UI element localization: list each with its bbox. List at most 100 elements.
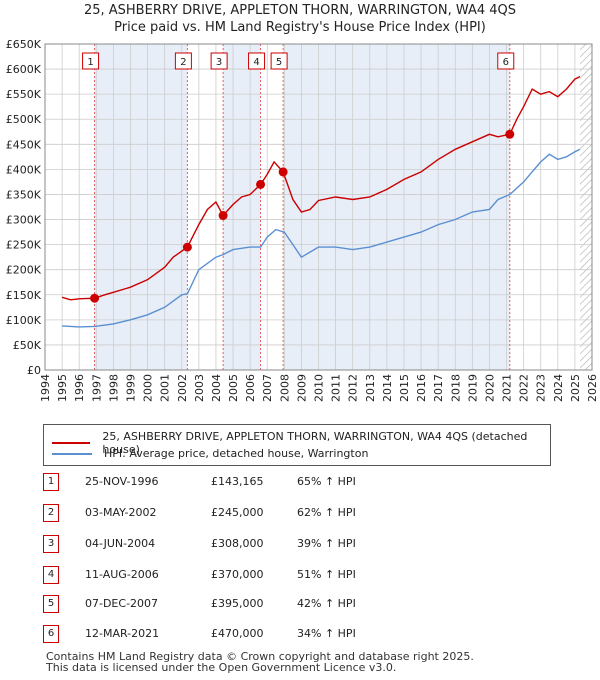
y-tick-label: £550K [6,88,42,101]
sale-date: 04-JUN-2004 [85,537,156,550]
y-tick-label: £0 [27,364,41,377]
sale-date: 25-NOV-1996 [85,475,159,488]
sale-marker-label: 3 [216,57,222,68]
x-tick-label: 2007 [261,374,274,402]
x-tick-label: 2017 [432,374,445,402]
sale-hpi-change: 62% ↑ HPI [297,506,356,519]
y-tick-label: £400K [6,163,42,176]
x-tick-label: 2011 [330,374,343,402]
x-tick-label: 2015 [398,374,411,402]
sale-number-badge: 1 [43,473,59,491]
legend-swatch-hpi [52,452,92,455]
table-row: 6 12-MAR-2021 £470,000 34% ↑ HPI [43,625,463,645]
x-tick-label: 2025 [569,374,582,402]
chart-title-line1: 25, ASHBERRY DRIVE, APPLETON THORN, WARR… [83,3,517,18]
table-row: 3 04-JUN-2004 £308,000 39% ↑ HPI [43,535,463,555]
sale-marker-box [174,52,192,70]
price-chart: 1 2 3 4 5 6 £0 £50K £100K £150K £200K £250K £300K £3… [6,38,599,402]
x-tick-label: 2016 [415,374,428,402]
table-row: 1 25-NOV-1996 £143,165 65% ↑ HPI [43,473,463,493]
sale-hpi-change: 34% ↑ HPI [297,627,356,640]
x-tick-label: 2018 [449,374,462,402]
x-tick-label: 2008 [278,374,291,402]
sale-marker-box [82,52,100,70]
y-tick-label: £600K [6,63,42,76]
x-tick-label: 2024 [552,374,565,402]
sale-hpi-change: 51% ↑ HPI [297,568,356,581]
legend-swatch-property [52,442,91,444]
ownership-shade [223,44,261,370]
x-tick-label: 1994 [39,374,52,402]
y-tick-label: £350K [6,188,42,201]
x-tick-label: 1999 [124,374,137,402]
x-tick-label: 2002 [176,374,189,402]
sale-marker-label: 1 [87,57,93,68]
table-row: 2 03-MAY-2002 £245,000 62% ↑ HPI [43,504,463,524]
ownership-shade [283,44,510,370]
chart-title: 25, ASHBERRY DRIVE, APPLETON THORN, WARR… [0,2,600,36]
y-tick-label: £200K [6,264,42,277]
x-tick-label: 2013 [364,374,377,402]
sale-point [218,211,228,221]
sale-marker-label: 2 [180,57,186,68]
sale-point [256,179,266,189]
x-tick-label: 1996 [73,374,86,402]
sale-marker-label: 6 [503,57,509,68]
x-tick-label: 2009 [295,374,308,402]
x-tick-label: 2012 [347,374,360,402]
sale-point [278,167,288,177]
sale-price: £395,000 [211,597,264,610]
x-tick-label: 2019 [466,374,479,402]
legend: 25, ASHBERRY DRIVE, APPLETON THORN, WARR… [43,424,551,466]
sale-date: 11-AUG-2006 [85,568,159,581]
footer: Contains HM Land Registry data © Crown c… [46,651,474,673]
x-tick-label: 2022 [518,374,531,402]
sale-marker-box [497,52,515,70]
y-tick-label: £100K [6,314,42,327]
sale-hpi-change: 39% ↑ HPI [297,537,356,550]
footer-copyright: Contains HM Land Registry data © Crown c… [46,650,474,663]
sale-number-badge: 5 [43,595,59,613]
table-row: 5 07-DEC-2007 £395,000 42% ↑ HPI [43,595,463,615]
x-tick-label: 2005 [227,374,240,402]
y-tick-label: £150K [6,289,42,302]
sale-hpi-change: 65% ↑ HPI [297,475,356,488]
sale-price: £308,000 [211,537,264,550]
sale-point [182,242,192,252]
future-hatch [580,44,592,370]
sale-number-badge: 2 [43,504,59,522]
x-tick-label: 1997 [90,374,103,402]
y-tick-label: £300K [6,214,42,227]
property-price-line [61,75,581,301]
table-row: 4 11-AUG-2006 £370,000 51% ↑ HPI [43,566,463,586]
y-tick-label: £250K [6,239,42,252]
sale-marker-box [270,52,288,70]
sale-price: £370,000 [211,568,264,581]
sale-point [90,293,100,303]
sale-price: £143,165 [211,475,264,488]
plot-frame [44,43,593,371]
x-tick-label: 2023 [535,374,548,402]
y-tick-label: £450K [6,138,42,151]
sale-number-badge: 3 [43,535,59,553]
x-tick-label: 2004 [210,374,223,402]
sale-marker-label: 5 [276,57,282,68]
sale-price: £245,000 [211,506,264,519]
x-tick-label: 2001 [159,374,172,402]
sale-marker-box [248,52,266,70]
chart-title-line2: Price paid vs. HM Land Registry's House … [114,20,486,35]
sale-point [505,129,515,139]
legend-label-property: 25, ASHBERRY DRIVE, APPLETON THORN, WARR… [102,430,528,456]
sale-price: £470,000 [211,627,264,640]
x-tick-label: 2021 [501,374,514,402]
legend-item-hpi: HPI: Average price, detached house, Warr… [52,447,368,460]
sale-date: 03-MAY-2002 [85,506,157,519]
x-tick-label: 2010 [313,374,326,402]
sale-marker-label: 4 [253,57,259,68]
sale-date: 12-MAR-2021 [85,627,160,640]
x-tick-label: 2020 [483,374,496,402]
x-tick-label: 1998 [107,374,120,402]
ownership-shade [94,44,188,370]
x-tick-label: 2006 [244,374,257,402]
y-tick-label: £650K [6,38,42,51]
